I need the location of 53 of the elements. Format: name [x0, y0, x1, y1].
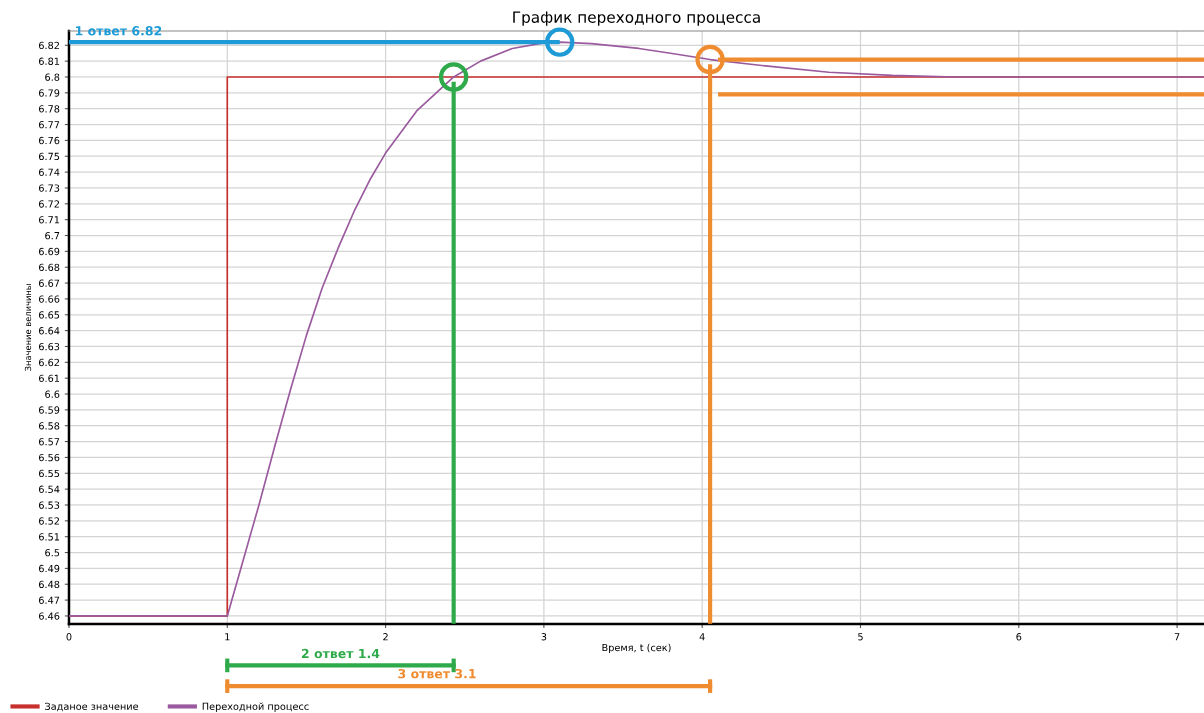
- y-tick-label: 6.76: [38, 136, 60, 145]
- x-axis-title: Время, t (сек): [602, 643, 671, 654]
- y-tick-label: 6.77: [38, 121, 60, 129]
- y-tick-label: 6.61: [38, 374, 60, 382]
- y-tick-label: 6.55: [38, 469, 60, 478]
- y-tick-label: 6.49: [38, 564, 60, 573]
- y-tick-label: 6.52: [38, 517, 59, 525]
- y-tick-label: 6.72: [38, 200, 59, 208]
- x-tick-label: 0: [66, 633, 72, 641]
- legend-label: Заданое значение: [45, 702, 139, 712]
- y-tick-label: 6.54: [38, 485, 60, 493]
- y-tick-label: 6.67: [38, 279, 60, 287]
- y-tick-label: 6.51: [38, 533, 60, 541]
- y-tick-label: 6.48: [38, 580, 60, 589]
- text: 3 ответ 3.1: [398, 668, 476, 679]
- y-tick-label: 6.59: [38, 406, 60, 414]
- y-tick-label: 6.7: [45, 231, 60, 240]
- y-tick-label: 6.81: [38, 57, 60, 65]
- chart-title: График переходного процесса: [513, 11, 760, 26]
- y-tick-label: 6.66: [38, 295, 60, 303]
- y-tick-label: 6.68: [38, 263, 60, 272]
- y-tick-label: 6.63: [38, 342, 60, 351]
- x-tick-label: 6: [1016, 633, 1022, 641]
- legend-label: Переходной процесс: [202, 702, 309, 712]
- y-tick-label: 6.69: [38, 247, 60, 256]
- y-tick-label: 6.64: [38, 327, 60, 335]
- y-tick-label: 6.46: [38, 612, 60, 620]
- y-tick-label: 6.5: [45, 549, 60, 557]
- y-tick-label: 6.78: [38, 105, 60, 113]
- x-tick-label: 1: [225, 633, 230, 641]
- y-tick-label: 6.8: [45, 73, 60, 81]
- y-tick-label: 6.62: [38, 358, 59, 367]
- annotation: 1 ответ 6.82: [75, 26, 162, 36]
- y-tick-label: 6.6: [45, 390, 60, 398]
- x-tick-label: 5: [858, 633, 863, 641]
- x-tick-label: 3: [541, 633, 547, 641]
- y-tick-label: 6.56: [38, 453, 60, 462]
- text: 2 ответ 1.4: [301, 648, 380, 659]
- y-tick-label: 6.73: [38, 184, 60, 192]
- y-axis-title: Значение величины: [24, 284, 32, 371]
- x-tick-label: 7: [1174, 633, 1180, 641]
- y-tick-label: 6.75: [38, 152, 60, 161]
- y-tick-label: 6.71: [38, 216, 60, 224]
- y-tick-label: 6.74: [38, 168, 60, 176]
- x-tick-label: 4: [699, 633, 705, 641]
- y-tick-label: 6.79: [38, 89, 60, 97]
- y-tick-label: 6.58: [38, 422, 60, 430]
- y-tick-label: 6.53: [38, 501, 60, 509]
- x-tick-label: 2: [383, 633, 388, 641]
- y-tick-label: 6.47: [38, 596, 60, 604]
- y-tick-label: 6.65: [38, 311, 60, 319]
- y-tick-label: 6.82: [38, 41, 59, 50]
- y-tick-label: 6.57: [38, 438, 60, 446]
